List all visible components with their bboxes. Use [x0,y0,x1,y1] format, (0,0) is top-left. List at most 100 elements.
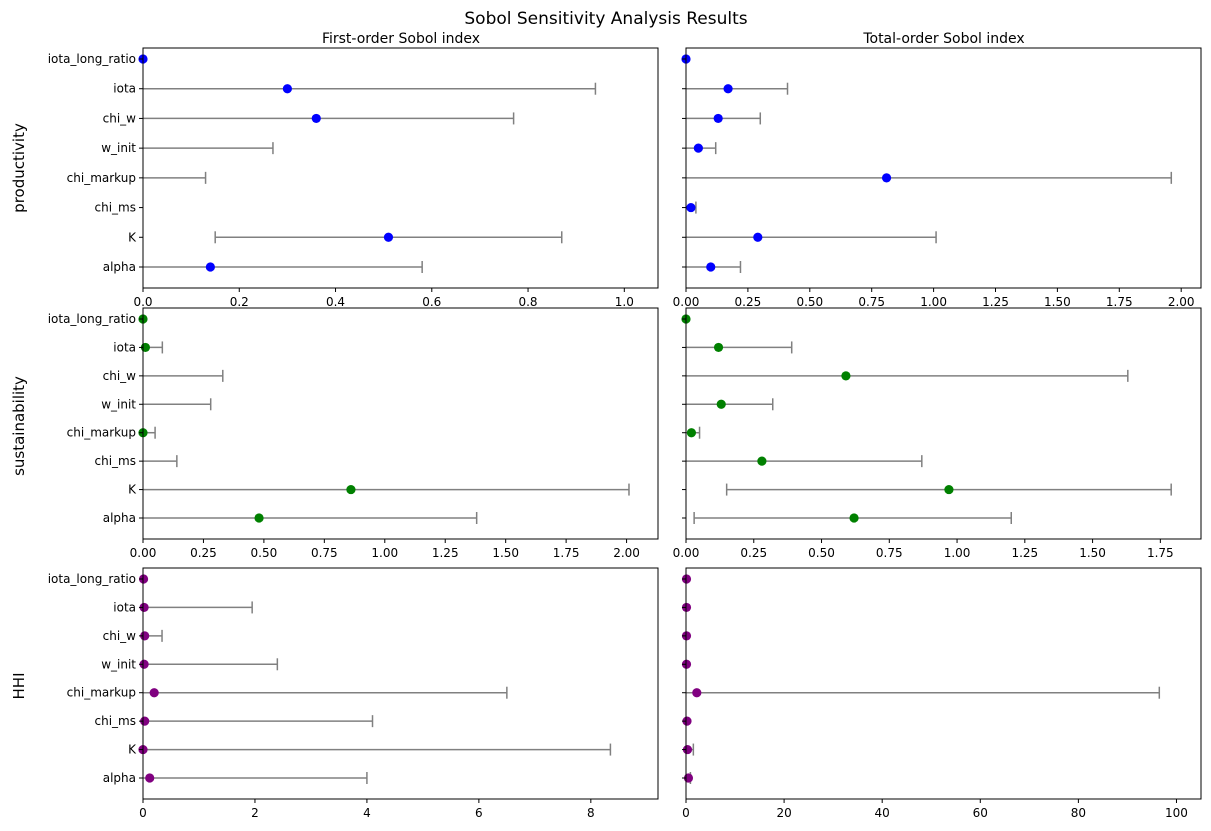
x-tick-label: 20 [776,806,791,820]
y-tick-label: alpha [103,511,136,525]
data-point [693,143,703,153]
error-bar [143,483,630,496]
axes-frame [142,567,659,800]
row-label-productivity: productivity [10,123,28,213]
x-tick-label: 0.00 [130,546,157,560]
x-tick-label: 1.00 [944,546,971,560]
data-point [139,659,149,669]
axes-frame [685,307,1202,540]
axes-frame [685,567,1202,800]
error-bar [143,261,423,273]
x-tick-label: 1.25 [982,295,1009,309]
x-tick-label: 0.0 [133,295,152,309]
data-point [138,574,149,584]
error-bar [143,601,253,614]
y-tick-label: iota_long_ratio [48,572,136,586]
axes-frame [142,307,659,540]
error-bar [686,231,937,244]
x-tick-label: 4 [363,806,371,820]
x-tick-label: 40 [875,806,890,820]
error-bar [143,112,515,125]
y-tick-label: K [128,230,137,244]
error-bar [143,171,207,184]
data-point [713,113,723,124]
error-bar [143,398,212,411]
data-point [205,262,215,272]
x-tick-label: 0.50 [251,546,278,560]
x-tick-label: 6 [475,806,483,820]
data-point [282,84,292,94]
x-tick-label: 0.00 [673,546,700,560]
data-point [682,744,693,755]
y-tick-label: K [128,483,137,497]
error-bar [143,142,274,155]
data-point [753,232,763,242]
data-point [149,688,159,698]
error-bar [143,369,224,382]
x-tick-label: 0 [682,806,690,820]
error-bar [686,341,793,354]
data-point [716,399,726,409]
error-bar [143,686,508,699]
row-label-sustainability: sustainability [10,376,28,476]
x-tick-label: 0.8 [518,295,537,309]
data-point [254,513,264,523]
figure-title: Sobol Sensitivity Analysis Results [464,9,747,29]
y-tick-label: chi_ms [95,454,136,468]
x-tick-label: 0.25 [735,295,762,309]
x-tick-label: 2.00 [613,546,640,560]
column-title-first-order: First-order Sobol index [322,31,480,47]
error-bar [686,686,1161,699]
column-title-total-order: Total-order Sobol index [862,31,1024,47]
y-tick-label: chi_ms [95,714,136,728]
x-tick-label: 1.00 [371,546,398,560]
row-label-hhi: HHI [10,673,28,700]
error-bar [686,171,1173,184]
y-tick-label: alpha [103,260,136,274]
error-bar [143,658,279,671]
y-tick-label: chi_ms [95,201,136,215]
error-bar [686,112,762,125]
x-tick-label: 0.25 [190,546,217,560]
error-bar [143,743,612,756]
error-bar [143,512,478,524]
x-tick-label: 2.00 [1168,295,1195,309]
x-tick-label: 1.75 [1147,546,1174,560]
x-tick-label: 1.75 [1106,295,1133,309]
y-tick-label: chi_markup [67,686,136,700]
y-tick-label: w_init [101,141,136,155]
x-tick-label: 1.25 [432,546,459,560]
error-bar [686,369,1129,382]
x-tick-label: 0 [139,806,147,820]
y-tick-label: chi_w [103,111,137,125]
x-tick-label: 0.00 [673,295,700,309]
x-tick-label: 0.50 [808,546,835,560]
data-point [383,232,394,242]
data-point [139,602,149,613]
y-tick-label: iota_long_ratio [48,312,136,326]
x-tick-label: 1.50 [1044,295,1071,309]
y-tick-label: iota [113,340,136,354]
x-tick-label: 8 [587,806,595,820]
data-point [849,513,859,523]
y-tick-label: w_init [101,657,136,671]
error-bar [143,82,597,95]
data-point [881,173,892,183]
data-point [140,631,150,641]
x-tick-label: 1.0 [615,295,634,309]
error-bar [143,455,178,468]
data-point [311,113,321,124]
x-tick-label: 0.4 [326,295,345,309]
y-tick-label: iota [113,82,136,96]
data-point [346,484,356,495]
y-tick-label: chi_markup [67,426,136,440]
x-tick-label: 100 [1165,806,1188,820]
x-tick-label: 0.75 [311,546,338,560]
axes-frame [685,47,1202,289]
data-point [140,716,150,726]
x-tick-label: 0.75 [858,295,885,309]
axes-frame [142,47,659,289]
